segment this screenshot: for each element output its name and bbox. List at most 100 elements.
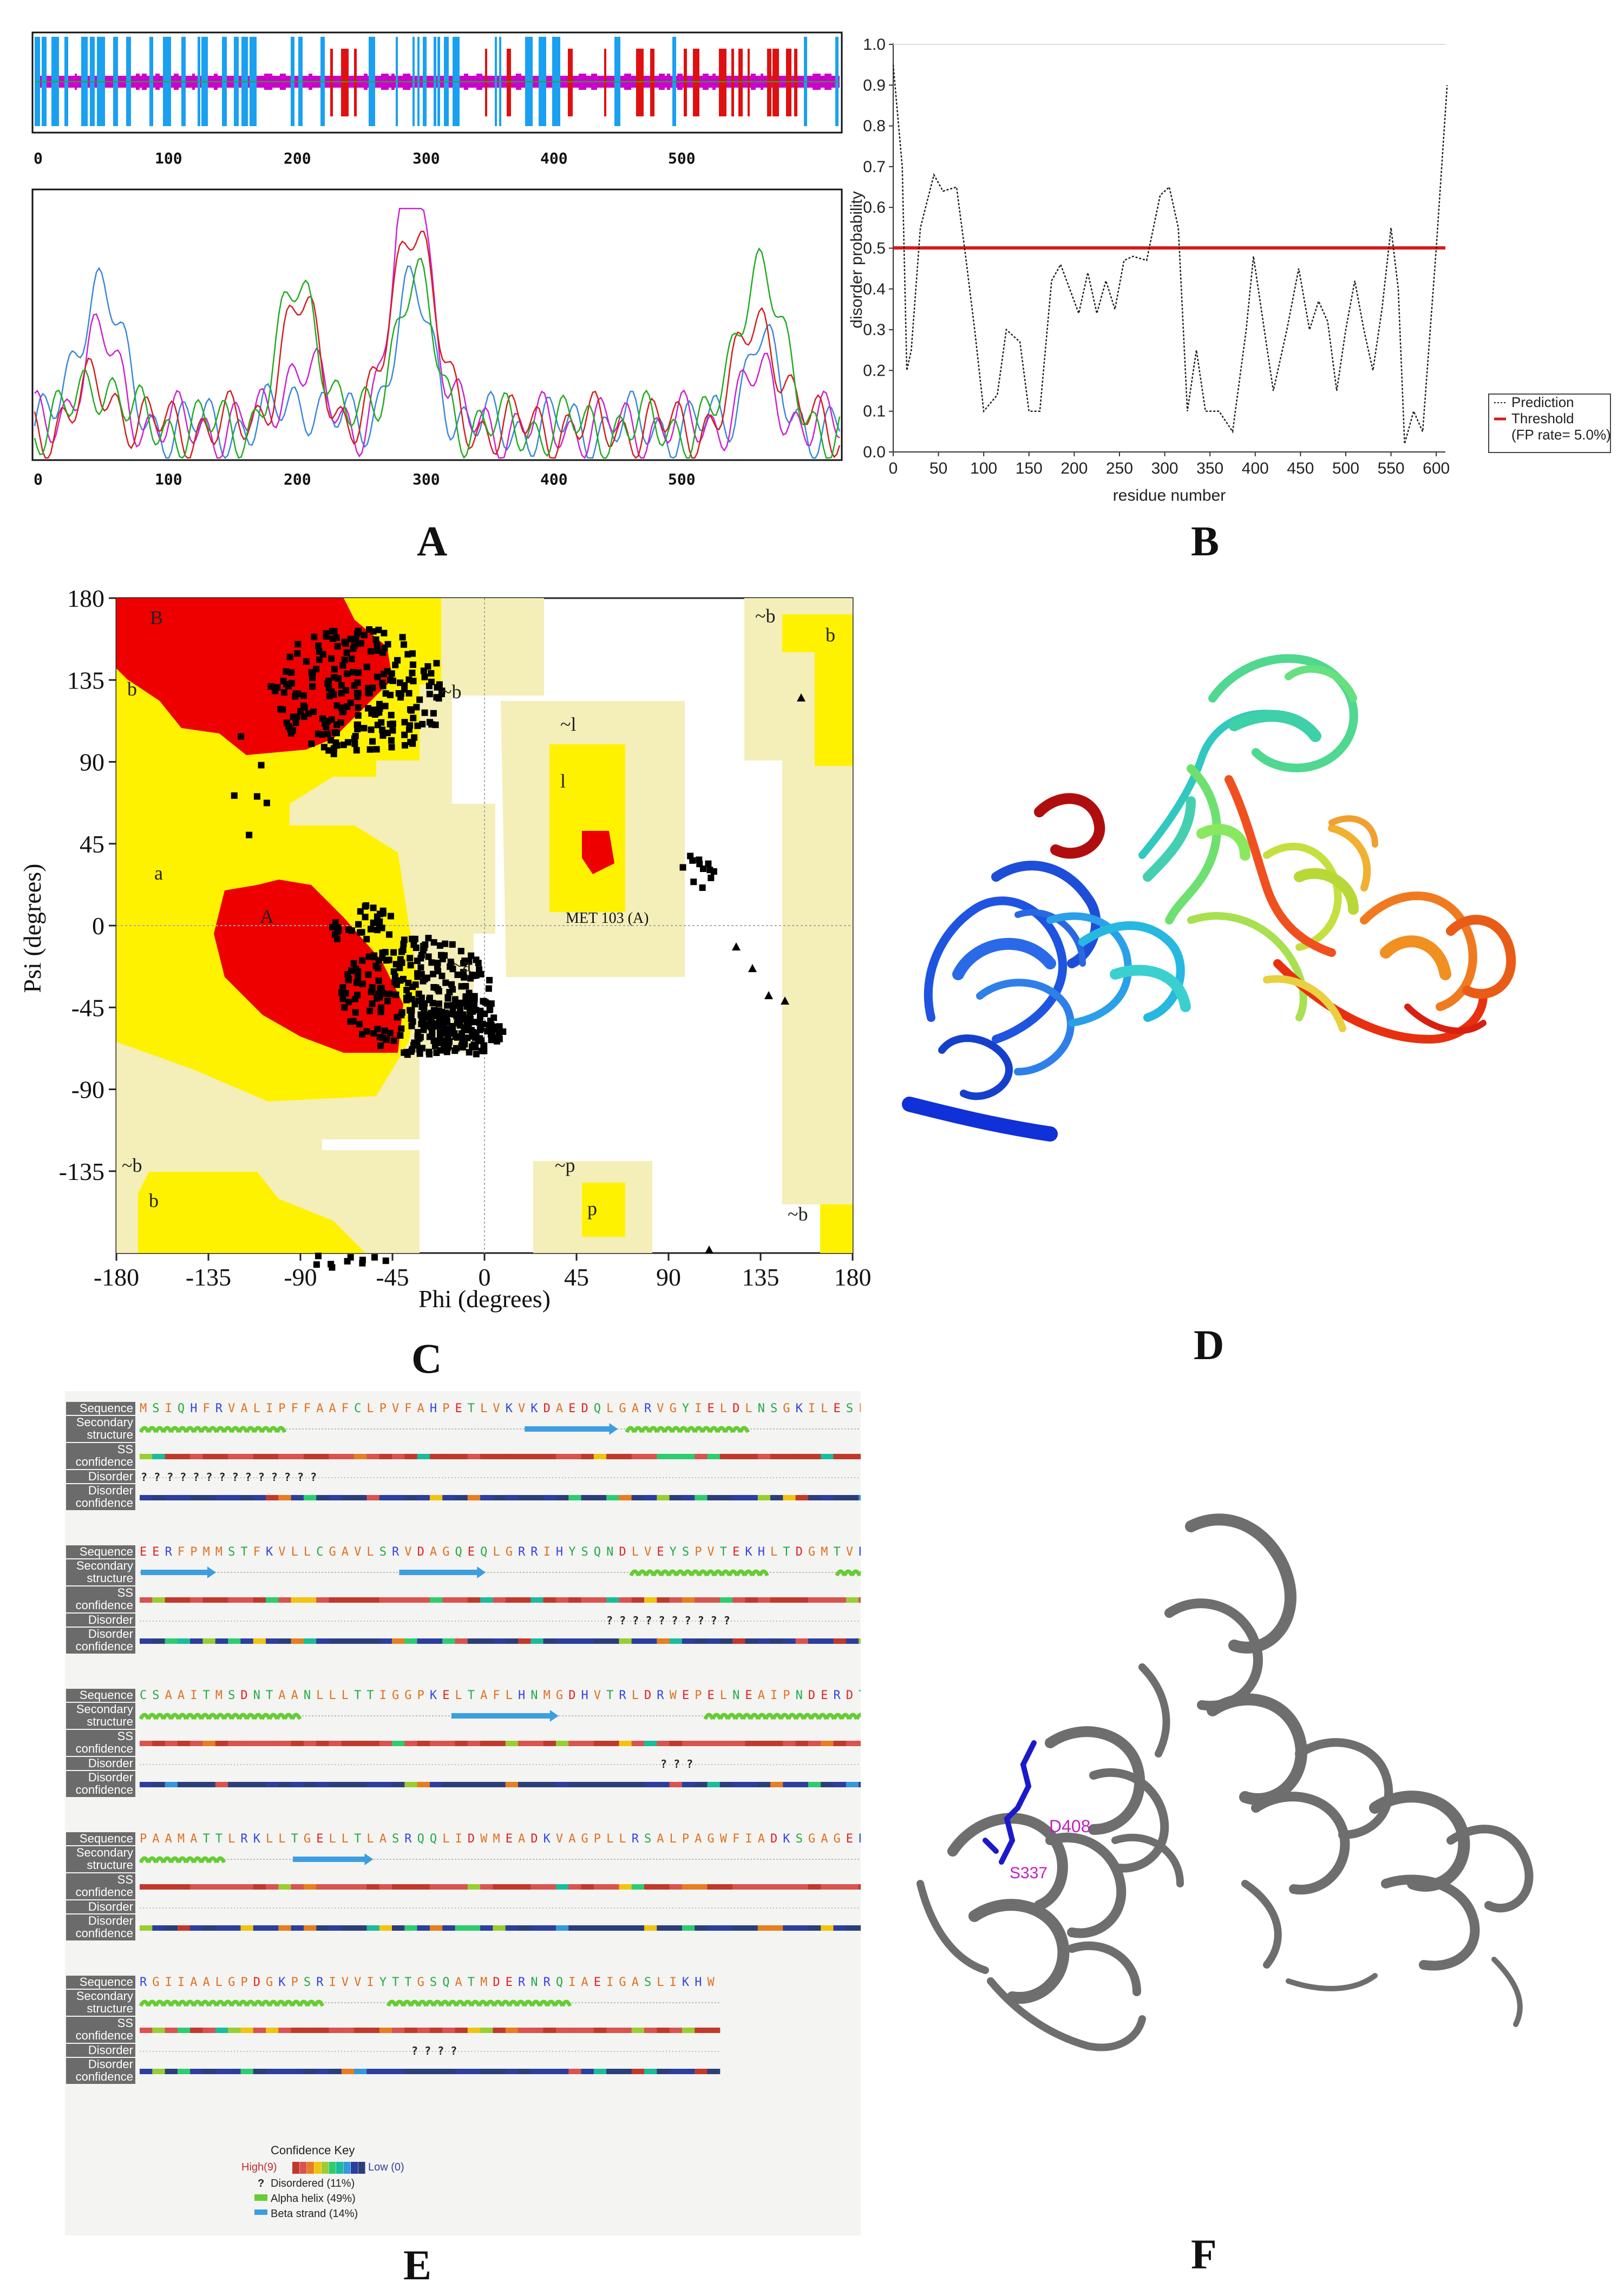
e-disconf-seg	[543, 1638, 556, 1644]
e-disconf-seg	[593, 1495, 607, 1500]
e-ssconf-seg	[240, 2028, 254, 2033]
c-residue-points	[231, 626, 806, 1271]
a-ss-bar	[485, 49, 487, 116]
e-disconf-seg	[341, 1782, 355, 1787]
e-row-label: Sequence	[80, 1975, 133, 1989]
e-ssconf-seg	[404, 1597, 418, 1603]
e-ssconf-seg	[278, 2028, 292, 2033]
c-region-tl: ~l	[560, 713, 576, 735]
c-point	[347, 699, 354, 706]
e-ssconf-seg	[165, 2028, 178, 2033]
c-gly-point	[781, 996, 789, 1005]
e-disconf-seg	[480, 1638, 493, 1644]
c-point	[374, 642, 381, 649]
e-residue: E	[468, 1545, 475, 1559]
c-point	[331, 674, 338, 681]
c-point	[421, 976, 428, 983]
c-point	[358, 929, 365, 936]
e-ssconf-seg	[404, 1454, 418, 1459]
e-disconf-seg	[644, 1495, 657, 1500]
e-residue: A	[556, 1402, 563, 1415]
e-residue: T	[354, 1832, 361, 1846]
e-disconf-seg	[354, 1495, 367, 1500]
b-xtick-300: 300	[1151, 460, 1178, 477]
e-disconf-seg	[795, 1782, 809, 1787]
e-residue: I	[695, 1402, 702, 1415]
e-disconf-seg	[165, 1925, 178, 1931]
e-disconf-seg	[543, 1782, 556, 1787]
e-ssconf-seg	[177, 1454, 191, 1459]
e-ssconf-seg	[631, 1597, 645, 1603]
e-residue: V	[354, 1976, 361, 1989]
e-residue: Q	[594, 1402, 601, 1415]
e-ssconf-seg	[631, 1884, 645, 1890]
c-point	[679, 864, 686, 871]
e-disconf-seg	[316, 1495, 329, 1500]
e-ssconf-seg	[745, 1454, 758, 1459]
c-point	[374, 913, 381, 920]
a-ss-bar	[330, 49, 333, 116]
e-disconf-seg	[707, 1782, 721, 1787]
e-ssconf-seg	[291, 1741, 304, 1746]
e-residue: R	[531, 1545, 538, 1559]
e-disconf-seg	[555, 1782, 569, 1787]
e-row-label-bg	[66, 1703, 135, 1729]
e-row-label: structure	[87, 1858, 133, 1872]
e-key-swatch	[329, 2162, 336, 2174]
e-row-label: confidence	[76, 1455, 133, 1468]
e-row-label-bg	[66, 2044, 135, 2057]
e-disconf-seg	[165, 2069, 178, 2074]
c-point	[365, 971, 372, 978]
e-residue: D	[796, 1545, 803, 1559]
c-point	[432, 722, 439, 729]
e-ssconf-seg	[480, 2028, 493, 2033]
c-point	[468, 952, 475, 959]
e-row-label-bg	[66, 1628, 135, 1654]
c-point	[334, 643, 341, 650]
e-ssconf-seg	[505, 1884, 519, 1890]
e-residue: F	[178, 1545, 185, 1559]
e-ssconf-seg	[531, 1454, 544, 1459]
e-disconf-seg	[719, 1925, 733, 1931]
e-disconf-seg	[165, 1495, 178, 1500]
e-row-label: Secondary	[76, 1846, 133, 1859]
e-residue: H	[518, 1689, 525, 1702]
e-disconf-seg	[202, 1925, 216, 1931]
e-residue: G	[392, 1689, 399, 1702]
c-point	[425, 935, 432, 942]
e-ssconf-seg	[543, 1884, 556, 1890]
e-ssconf-seg	[442, 1884, 455, 1890]
e-ssconf-seg	[833, 1884, 847, 1890]
c-point	[407, 1007, 414, 1014]
e-disconf-seg	[190, 1925, 203, 1931]
e-ssconf-seg	[379, 2028, 392, 2033]
e-residue: K	[682, 1976, 690, 1989]
e-disconf-seg	[303, 2069, 317, 2074]
e-ssconf-seg	[808, 1741, 821, 1746]
c-point	[283, 668, 290, 675]
e-residue: F	[291, 1402, 298, 1415]
e-row-label: Disorder	[88, 2043, 133, 2057]
e-residue: R	[316, 1976, 324, 1989]
panel-b-legend: Prediction Threshold (FP rate= 5.0%)	[1488, 394, 1611, 453]
e-disconf-seg	[379, 1638, 392, 1644]
e-residue: R	[404, 1832, 412, 1846]
e-ssconf-seg	[190, 1884, 203, 1890]
c-point	[375, 977, 382, 984]
e-disconf-seg	[695, 2069, 708, 2074]
e-row-label: confidence	[76, 1885, 133, 1899]
e-residue: L	[329, 1832, 336, 1846]
c-point	[387, 1030, 394, 1037]
e-disconf-seg	[808, 1495, 821, 1500]
c-point	[303, 658, 310, 665]
c-region-A: A	[260, 906, 274, 927]
e-ssconf-seg	[177, 1741, 191, 1746]
e-disconf-seg	[682, 2069, 695, 2074]
e-row-label-bg	[66, 1689, 135, 1702]
c-point	[348, 967, 355, 974]
e-ssconf-seg	[202, 1884, 216, 1890]
e-ssconf-seg	[707, 1597, 721, 1603]
c-point	[345, 926, 352, 933]
c-point	[339, 995, 346, 1002]
e-ssconf-seg	[859, 1597, 872, 1603]
